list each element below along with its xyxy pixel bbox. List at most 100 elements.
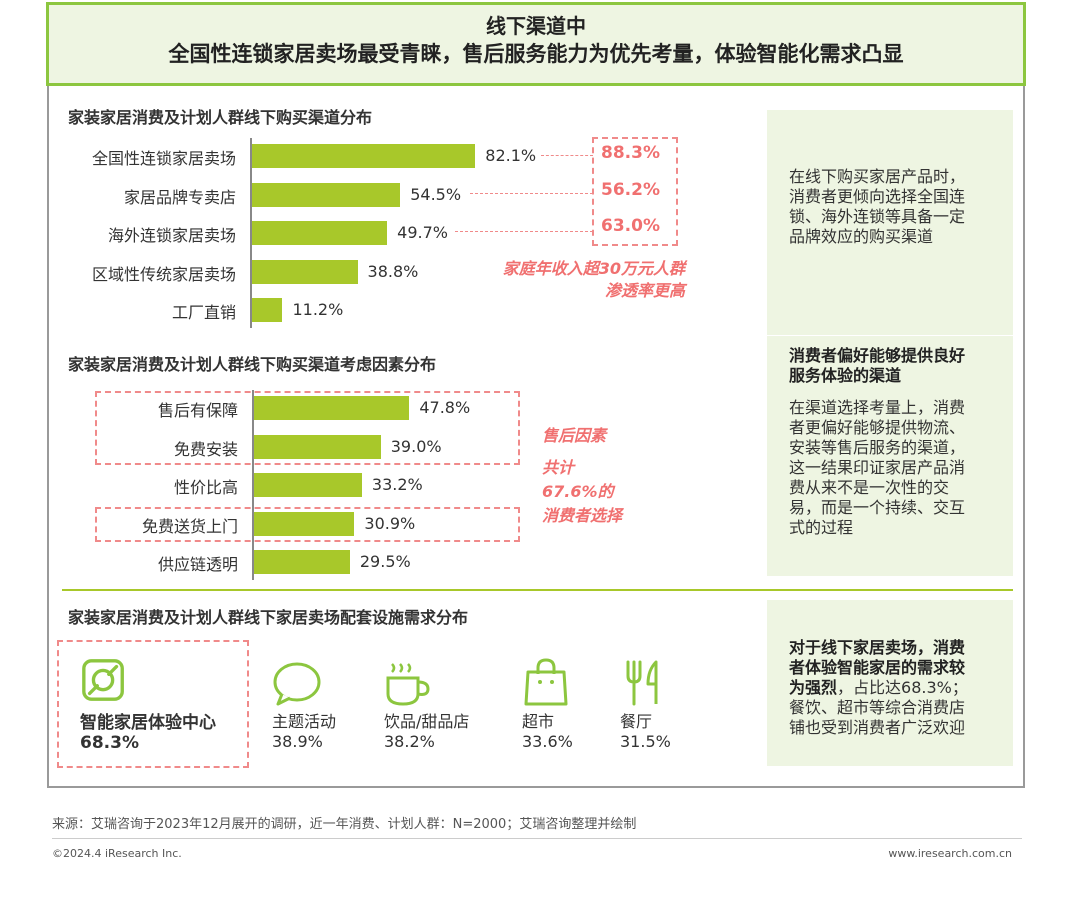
insight-box-factors: 消费者偏好能够提供良好 服务体验的渠道 在渠道选择考量上，消费 者更偏好能够提供… — [767, 336, 1013, 576]
category-label: 工厂直销 — [171, 303, 236, 322]
facility-value: 38.9% — [272, 732, 323, 751]
insight-text: 消费者更倾向选择全国连 — [789, 187, 966, 206]
aftersale-note: 售后因素 共计 67.6%的 消费者选择 — [542, 424, 622, 528]
value-label: 11.2% — [292, 300, 344, 319]
bar — [254, 511, 355, 536]
insight-text: 这一结果印证家居产品消 — [789, 458, 966, 477]
category-label: 售后有保障 — [157, 401, 238, 420]
axis-line — [252, 390, 254, 580]
insight-text: 易，而是一个持续、交互 — [789, 498, 966, 517]
facility-value: 68.3% — [80, 733, 139, 753]
fork-knife-icon — [626, 660, 658, 706]
bar — [254, 550, 350, 574]
category-label: 海外连锁家居卖场 — [107, 226, 236, 245]
category-label: 免费安装 — [173, 439, 238, 459]
facility-events: 主题活动 38.9% — [272, 658, 336, 752]
value-label: 54.5% — [410, 184, 462, 204]
bar — [252, 259, 358, 284]
bar — [254, 473, 362, 497]
category-label: 供应链透明 — [157, 555, 238, 574]
bar — [252, 182, 401, 207]
facility-value: 33.6% — [522, 732, 573, 751]
bar — [254, 434, 381, 459]
category-label: 全国性连锁家居卖场 — [91, 149, 236, 168]
coffee-cup-icon — [386, 663, 430, 706]
highlight-value: 56.2% — [601, 180, 660, 200]
income-note: 家庭年收入超30万元人群 渗透率更高 — [440, 258, 685, 302]
website-link[interactable]: www.iresearch.com.cn — [888, 847, 1012, 860]
bar — [252, 298, 283, 322]
connector-line — [541, 155, 593, 156]
aftersale-note-line: 共计 — [542, 458, 575, 477]
facility-label: 超市 — [522, 712, 555, 731]
facility-value: 31.5% — [620, 732, 671, 751]
insight-text: 式的过程 — [789, 518, 854, 537]
insight-text: 品牌效应的购买渠道 — [789, 227, 934, 246]
speech-bubble-icon — [273, 662, 321, 706]
category-label: 区域性传统家居卖场 — [91, 264, 236, 284]
axis-line — [250, 138, 252, 328]
insight-heading: 消费者偏好能够提供良好 — [789, 346, 966, 365]
header-banner: 线下渠道中 全国性连锁家居卖场最受青睐，售后服务能力为优先考量，体验智能化需求凸… — [46, 2, 1026, 86]
facility-smart-home: 智能家居体验中心 68.3% — [80, 657, 216, 753]
highlight-box — [592, 137, 678, 246]
page-subtitle: 全国性连锁家居卖场最受青睐，售后服务能力为优先考量，体验智能化需求凸显 — [168, 42, 904, 66]
category-label: 性价比高 — [173, 478, 238, 497]
shopping-bag-icon — [524, 658, 568, 706]
aftersale-note-line: 消费者选择 — [542, 506, 623, 525]
facility-restaurant: 餐厅 31.5% — [620, 658, 671, 752]
chart3-title: 家装家居消费及计划人群线下家居卖场配套设施需求分布 — [68, 608, 469, 627]
content-panel — [47, 86, 1025, 788]
insight-heading: 对于线下家居卖场，消费 — [789, 638, 966, 657]
insight-text: 者更偏好能够提供物流、 — [789, 418, 966, 437]
value-label: 82.1% — [485, 146, 537, 165]
section-divider — [62, 589, 1013, 591]
insight-box-channels: 在线下购买家居产品时， 消费者更倾向选择全国连 锁、海外连锁等具备一定 品牌效应… — [767, 110, 1013, 335]
insight-text: ，占比达68.3%； — [837, 678, 968, 697]
insight-text: 在渠道选择考量上，消费 — [789, 398, 966, 417]
insight-text: 餐饮、超市等综合消费店 — [789, 698, 966, 717]
bar — [254, 396, 410, 420]
delivery-box — [95, 507, 520, 542]
bar — [252, 221, 388, 245]
facility-label: 智能家居体验中心 — [80, 713, 216, 733]
value-label: 29.5% — [359, 552, 411, 571]
chart2-title: 家装家居消费及计划人群线下购买渠道考虑因素分布 — [68, 355, 437, 374]
insight-text: 在线下购买家居产品时， — [789, 167, 966, 186]
value-label: 49.7% — [397, 223, 448, 242]
aftersale-note-line: 67.6%的 — [542, 482, 614, 501]
value-label: 39.0% — [390, 436, 442, 456]
category-label: 免费送货上门 — [141, 516, 238, 536]
highlight-value: 88.3% — [601, 143, 660, 163]
income-note-line: 家庭年收入超30万元人群 — [502, 259, 685, 278]
facility-label: 主题活动 — [272, 712, 337, 731]
insight-heading: 服务体验的渠道 — [789, 366, 902, 385]
insight-heading: 者体验智能家居的需求较 — [789, 658, 966, 677]
highlight-value: 63.0% — [601, 216, 660, 236]
value-label: 33.2% — [371, 475, 423, 494]
connector-line — [455, 231, 593, 232]
insight-text: 锁、海外连锁等具备一定 — [789, 207, 966, 226]
value-label: 38.8% — [367, 261, 419, 281]
aftersale-note-line: 售后因素 — [542, 426, 607, 445]
facility-drinks: 饮品/甜品店 38.2% — [384, 658, 469, 752]
aftersale-box — [95, 391, 520, 465]
footer-divider — [52, 838, 1022, 839]
income-note-line: 渗透率更高 — [604, 281, 685, 300]
source-note: 来源：艾瑞咨询于2023年12月展开的调研，近一年消费、计划人群：N=2000；… — [52, 817, 637, 832]
bar — [252, 144, 476, 168]
category-label: 家居品牌专卖店 — [123, 187, 236, 207]
facility-supermarket: 超市 33.6% — [522, 658, 573, 752]
chart1-title: 家装家居消费及计划人群线下购买渠道分布 — [68, 108, 373, 127]
facility-value: 38.2% — [384, 732, 435, 751]
smart-home-box — [57, 640, 249, 768]
facility-label: 餐厅 — [620, 712, 653, 731]
connector-line — [470, 193, 593, 194]
facility-label: 饮品/甜品店 — [384, 712, 470, 731]
value-label: 30.9% — [364, 513, 416, 533]
page-title: 线下渠道中 — [486, 14, 586, 38]
insight-box-facilities: 对于线下家居卖场，消费 者体验智能家居的需求较 为强烈，占比达68.3%； 餐饮… — [767, 600, 1013, 766]
insight-text: 费从来不是一次性的交 — [789, 478, 950, 497]
insight-text: 安装等售后服务的渠道， — [789, 438, 966, 457]
smart-home-icon — [82, 659, 124, 701]
